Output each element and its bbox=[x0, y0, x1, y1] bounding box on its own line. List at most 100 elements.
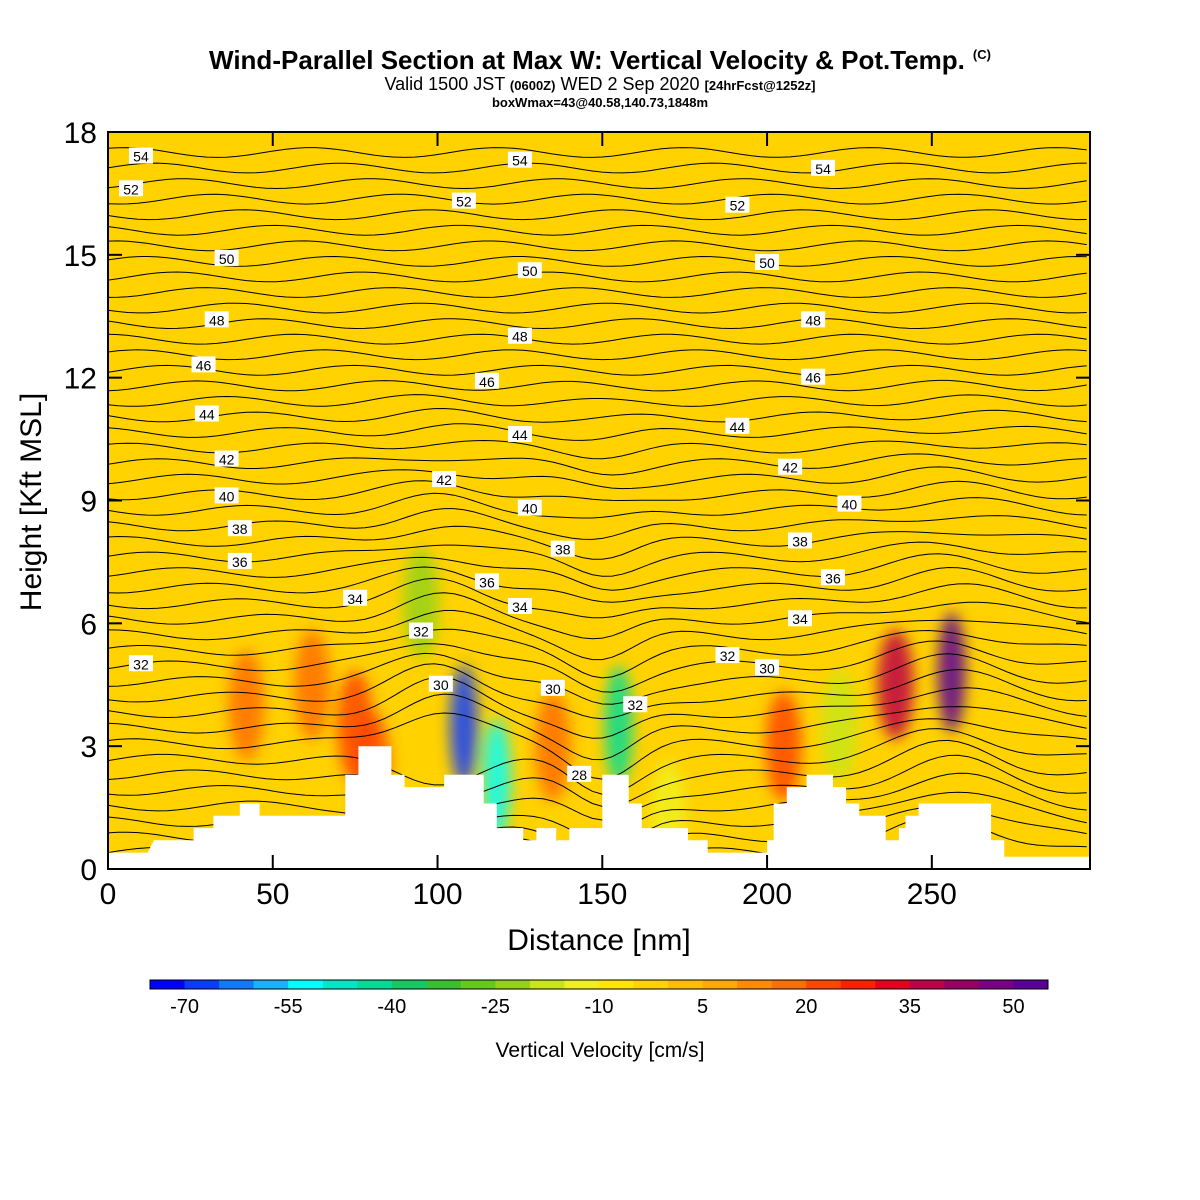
theta-contour-line bbox=[108, 224, 1087, 236]
contour-label: 52 bbox=[451, 192, 476, 210]
box-wmax-info: boxWmax=43@40.58,140.73,1848m bbox=[491, 95, 709, 110]
contour-label-text: 30 bbox=[759, 660, 775, 676]
contour-label-text: 32 bbox=[627, 697, 643, 713]
contour-label-bg bbox=[507, 425, 532, 442]
contour-label-bg bbox=[820, 569, 845, 586]
contour-label-bg bbox=[119, 180, 144, 197]
contour-label: 30 bbox=[755, 659, 780, 676]
downdraft-cell bbox=[821, 670, 858, 781]
contour-label: 50 bbox=[214, 249, 239, 267]
copyright-mark: (C) bbox=[972, 47, 991, 62]
colorbar-swatch bbox=[426, 980, 462, 989]
theta-contour-line bbox=[108, 652, 1087, 705]
theta-contour-line bbox=[108, 394, 1087, 407]
chart-title-text: Wind-Parallel Section at Max W: Vertical… bbox=[209, 45, 965, 75]
colorbar-tick-label: 20 bbox=[795, 996, 817, 1018]
downdraft-cell bbox=[403, 547, 440, 658]
x-tick-label: 250 bbox=[907, 878, 957, 911]
theta-contour-line bbox=[108, 553, 1087, 591]
theta-contour-line bbox=[108, 178, 1087, 190]
title-block: Wind-Parallel Section at Max W: Vertical… bbox=[0, 40, 1200, 111]
contour-label: 42 bbox=[432, 471, 457, 488]
contour-label: 48 bbox=[204, 311, 229, 328]
colorbar-swatch bbox=[737, 980, 773, 989]
contour-label-text: 52 bbox=[456, 194, 472, 210]
y-tick-label: 6 bbox=[80, 608, 97, 641]
colorbar-swatch bbox=[150, 980, 186, 989]
contour-label-bg bbox=[755, 254, 780, 271]
contour-label: 36 bbox=[227, 552, 252, 570]
contour-label: 42 bbox=[214, 450, 239, 468]
contour-label-bg bbox=[567, 765, 592, 782]
contour-label: 52 bbox=[725, 196, 750, 214]
theta-contour-line bbox=[108, 566, 1087, 603]
contour-label: 32 bbox=[128, 655, 153, 672]
theta-contour-line bbox=[108, 364, 1087, 376]
colorbar-swatch bbox=[599, 980, 635, 989]
contour-label-text: 36 bbox=[232, 554, 248, 570]
theta-contour-line bbox=[108, 508, 1087, 540]
contour-label: 54 bbox=[507, 151, 532, 169]
theta-contour-line bbox=[108, 712, 1087, 780]
colorbar-swatch bbox=[875, 980, 911, 989]
colorbar-tick-label: -70 bbox=[170, 996, 199, 1018]
colorbar-swatch bbox=[253, 980, 289, 989]
contour-label-bg bbox=[474, 372, 499, 389]
updraft-cell bbox=[534, 691, 571, 802]
theta-contour-line bbox=[108, 466, 1087, 490]
colorbar-tick-label: 35 bbox=[899, 996, 921, 1018]
theta-contour-line bbox=[108, 349, 1087, 361]
contour-label-bg bbox=[715, 647, 740, 664]
colorbar-swatch bbox=[633, 980, 669, 989]
x-tick-label: 150 bbox=[577, 878, 627, 911]
contour-label-text: 32 bbox=[133, 656, 149, 672]
contour-label: 32 bbox=[623, 696, 648, 713]
theta-contour-line bbox=[108, 676, 1087, 739]
contour-label-text: 38 bbox=[555, 542, 571, 558]
contour-label-bg bbox=[409, 622, 434, 639]
theta-contour-line bbox=[108, 193, 1087, 205]
valid-date: WED 2 Sep 2020 bbox=[560, 74, 700, 94]
contour-label-bg bbox=[507, 597, 532, 614]
contour-label-text: 50 bbox=[759, 255, 775, 271]
plot-background bbox=[108, 132, 1090, 869]
contour-label-bg bbox=[540, 679, 565, 696]
contour-label: 44 bbox=[507, 425, 532, 443]
contour-label: 40 bbox=[517, 499, 542, 517]
contour-label: 50 bbox=[755, 254, 780, 271]
updraft-cell bbox=[877, 629, 914, 740]
contour-label: 34 bbox=[343, 589, 368, 607]
contour-label-text: 40 bbox=[842, 497, 858, 513]
colorbar-tick-label: -55 bbox=[274, 996, 303, 1018]
contour-label: 44 bbox=[725, 417, 750, 435]
x-tick-label: 200 bbox=[742, 878, 792, 911]
colorbar-swatch bbox=[495, 980, 531, 989]
contour-label-bg bbox=[214, 249, 239, 266]
contour-label: 46 bbox=[801, 368, 826, 386]
contour-label-bg bbox=[517, 499, 542, 516]
contour-label-bg bbox=[227, 520, 252, 537]
contour-label-text: 36 bbox=[825, 570, 841, 586]
contour-label-text: 46 bbox=[196, 357, 212, 373]
colorbar-swatch bbox=[1013, 980, 1049, 989]
x-tick-label: 0 bbox=[100, 878, 117, 911]
colorbar-tick-label: 50 bbox=[1002, 996, 1024, 1018]
colorbar-swatch bbox=[529, 980, 565, 989]
contour-label: 50 bbox=[517, 262, 542, 279]
contour-label-bg bbox=[128, 655, 153, 672]
contour-label-text: 54 bbox=[512, 153, 528, 169]
contour-label: 48 bbox=[801, 311, 826, 328]
contour-label-bg bbox=[214, 487, 239, 504]
theta-contour-line bbox=[108, 147, 1087, 158]
contour-label-text: 34 bbox=[512, 599, 528, 615]
contour-labels: 54 54 54 52 52 52 50 50 50 48 48 48 46 46 46 44 44 44 42 42… bbox=[119, 147, 862, 783]
contour-label-bg bbox=[725, 417, 750, 434]
colorbar-swatch bbox=[978, 980, 1014, 989]
updraft-cell bbox=[765, 691, 802, 802]
contour-label: 46 bbox=[191, 356, 216, 373]
contour-label-bg bbox=[451, 192, 476, 209]
x-tick-label: 50 bbox=[256, 878, 289, 911]
contour-label-bg bbox=[128, 147, 153, 164]
contour-label-text: 42 bbox=[219, 452, 235, 468]
